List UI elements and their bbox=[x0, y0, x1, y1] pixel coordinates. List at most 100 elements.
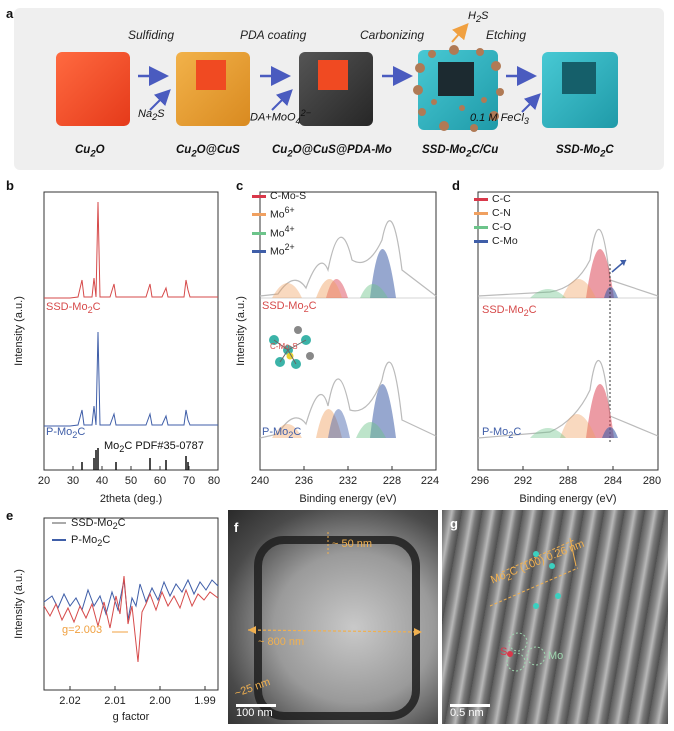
b-tick-60: 60 bbox=[154, 475, 166, 487]
step-sulfiding: Sulfiding bbox=[128, 28, 175, 42]
d-ssd-cmo bbox=[604, 287, 618, 298]
g-ann-s: S bbox=[500, 646, 508, 658]
reagent-h2s: H2S bbox=[468, 10, 489, 25]
c-p-envelope bbox=[259, 361, 437, 439]
label-cu2o: Cu2O bbox=[75, 144, 105, 160]
b-tick-70: 70 bbox=[183, 475, 195, 487]
d-legend: C-C C-N C-O C-Mo bbox=[474, 192, 518, 248]
reagent-da-moo4: DA+MoO42− bbox=[250, 108, 312, 126]
c-tick-228: 228 bbox=[383, 475, 401, 487]
step-etching: Etching bbox=[486, 28, 527, 42]
d-label-p: P-Mo2C bbox=[482, 426, 522, 441]
epr-curve-p bbox=[43, 578, 219, 621]
b-tick-40: 40 bbox=[96, 475, 108, 487]
c-legend-item-cmos: C-Mo-S bbox=[252, 189, 306, 203]
e-tick-202: 2.02 bbox=[59, 695, 80, 707]
d-p-cc bbox=[586, 384, 614, 438]
b-ylabel: Intensity (a.u.) bbox=[13, 296, 25, 366]
c-p-mo6b bbox=[272, 424, 302, 438]
c-ssd-mo2plus bbox=[370, 249, 396, 298]
d-legend-item-co: C-O bbox=[474, 220, 518, 234]
c-legend-item-mo4: Mo4+ bbox=[252, 222, 306, 241]
b-xlabel: 2theta (deg.) bbox=[100, 493, 162, 505]
e-legend-item-ssd: SSD-Mo2C bbox=[52, 516, 126, 533]
d-tick-284: 284 bbox=[604, 475, 622, 487]
panel-e-letter: e bbox=[6, 508, 14, 523]
d-legend-item-cmo: C-Mo bbox=[474, 234, 518, 248]
c-ssd-cmos bbox=[326, 279, 348, 298]
f-hollow-shell bbox=[254, 536, 420, 720]
panel-c-xps-chart: 240 236 232 228 224 Binding energy (eV) … bbox=[235, 191, 439, 505]
d-p-cmo bbox=[602, 427, 618, 438]
c-xlabel: Binding energy (eV) bbox=[299, 493, 396, 505]
panel-g-letter: g bbox=[450, 516, 458, 531]
d-legend-item-cc: C-C bbox=[474, 192, 518, 206]
d-p-co bbox=[530, 428, 566, 438]
d-xlabel: Binding energy (eV) bbox=[519, 493, 616, 505]
c-legend-item-mo6: Mo6+ bbox=[252, 203, 306, 222]
e-xlabel: g factor bbox=[113, 711, 150, 723]
c-label-p: P-Mo2C bbox=[262, 426, 302, 441]
cube-cu2o bbox=[56, 52, 130, 126]
c-p-cmo bbox=[328, 409, 350, 438]
d-ssd-cn bbox=[562, 279, 596, 298]
step-carbonizing: Carbonizing bbox=[360, 28, 425, 42]
cube-ssd-mo2c bbox=[542, 52, 618, 128]
d-p-envelope bbox=[477, 359, 659, 439]
f-ann-800nm: ~ 800 nm bbox=[258, 636, 305, 648]
e-annotation-g: g=2.003 bbox=[62, 624, 103, 636]
panel-g-hrtem-image: g Mo2C (100) 0.26 nm S Mo 0.5 nm bbox=[442, 510, 668, 724]
cube-pda-mo bbox=[299, 52, 373, 126]
panel-e-frame bbox=[43, 517, 219, 691]
d-tick-288: 288 bbox=[559, 475, 577, 487]
c-ylabel: Intensity (a.u.) bbox=[235, 296, 247, 366]
b-label-p: P-Mo2C bbox=[46, 426, 86, 441]
c-tick-232: 232 bbox=[339, 475, 357, 487]
c-p-mo4 bbox=[356, 422, 386, 438]
xrd-curve-ssd bbox=[44, 201, 218, 299]
epr-curve-ssd bbox=[43, 575, 219, 663]
d-ssd-envelope bbox=[477, 228, 659, 297]
panel-f-letter: f bbox=[234, 520, 239, 535]
f-ann-50nm: ~ 50 nm bbox=[332, 538, 373, 550]
c-inset-structure bbox=[269, 326, 314, 369]
e-tick-199: 1.99 bbox=[194, 695, 215, 707]
c-ssd-mo4 bbox=[360, 284, 388, 298]
panel-d-letter: d bbox=[452, 178, 460, 193]
d-tick-296: 296 bbox=[471, 475, 489, 487]
label-cu2o-cus: Cu2O@CuS bbox=[176, 144, 240, 160]
b-label-ssd: SSD-Mo2C bbox=[46, 301, 101, 316]
c-ssd-envelope bbox=[259, 220, 437, 297]
scheme-graphic bbox=[56, 22, 618, 132]
b-tick-50: 50 bbox=[125, 475, 137, 487]
label-ssd-mo2c: SSD-Mo2C bbox=[556, 144, 614, 160]
cube-ssd-mo2c-cu bbox=[413, 45, 504, 132]
panel-e-epr-chart: 2.02 2.01 2.00 1.99 g factor Intensity (… bbox=[13, 517, 219, 723]
xrd-curve-p bbox=[44, 331, 218, 427]
reagent-fecl3: 0.1 M FeCl3 bbox=[470, 112, 529, 127]
e-legend: SSD-Mo2C P-Mo2C bbox=[52, 516, 126, 550]
d-legend-item-cn: C-N bbox=[474, 206, 518, 220]
c-tick-236: 236 bbox=[295, 475, 313, 487]
label-ssd-mo2c-cu: SSD-Mo2C/Cu bbox=[422, 144, 499, 160]
d-p-cn bbox=[560, 414, 596, 438]
panel-d-xps-chart: 296 292 288 284 280 Binding energy (eV) bbox=[471, 191, 661, 505]
g-annotations bbox=[489, 537, 579, 672]
g-scale-bar bbox=[450, 704, 490, 707]
label-pda-mo: Cu2O@CuS@PDA-Mo bbox=[272, 144, 392, 160]
panel-f-tem-image: f ~ 50 nm ~ 800 nm ~25 nm 100 nm bbox=[228, 510, 438, 724]
c-ssd-mo6b bbox=[272, 283, 302, 298]
c-label-ssd: SSD-Mo2C bbox=[262, 300, 317, 315]
e-tick-201: 2.01 bbox=[104, 695, 125, 707]
b-tick-80: 80 bbox=[208, 475, 220, 487]
c-tick-240: 240 bbox=[251, 475, 269, 487]
reagent-na2s: Na2S bbox=[138, 108, 165, 123]
g-scale-text: 0.5 nm bbox=[450, 707, 484, 719]
b-tick-30: 30 bbox=[67, 475, 79, 487]
cube-cu2o-cus bbox=[176, 52, 250, 126]
e-ylabel: Intensity (a.u.) bbox=[13, 569, 25, 639]
c-tick-224: 224 bbox=[421, 475, 439, 487]
c-inset-label: C-Mo-S bbox=[270, 342, 298, 351]
step-pda-coating: PDA coating bbox=[240, 28, 307, 42]
b-label-pdf: Mo2C PDF#35-0787 bbox=[104, 440, 204, 455]
